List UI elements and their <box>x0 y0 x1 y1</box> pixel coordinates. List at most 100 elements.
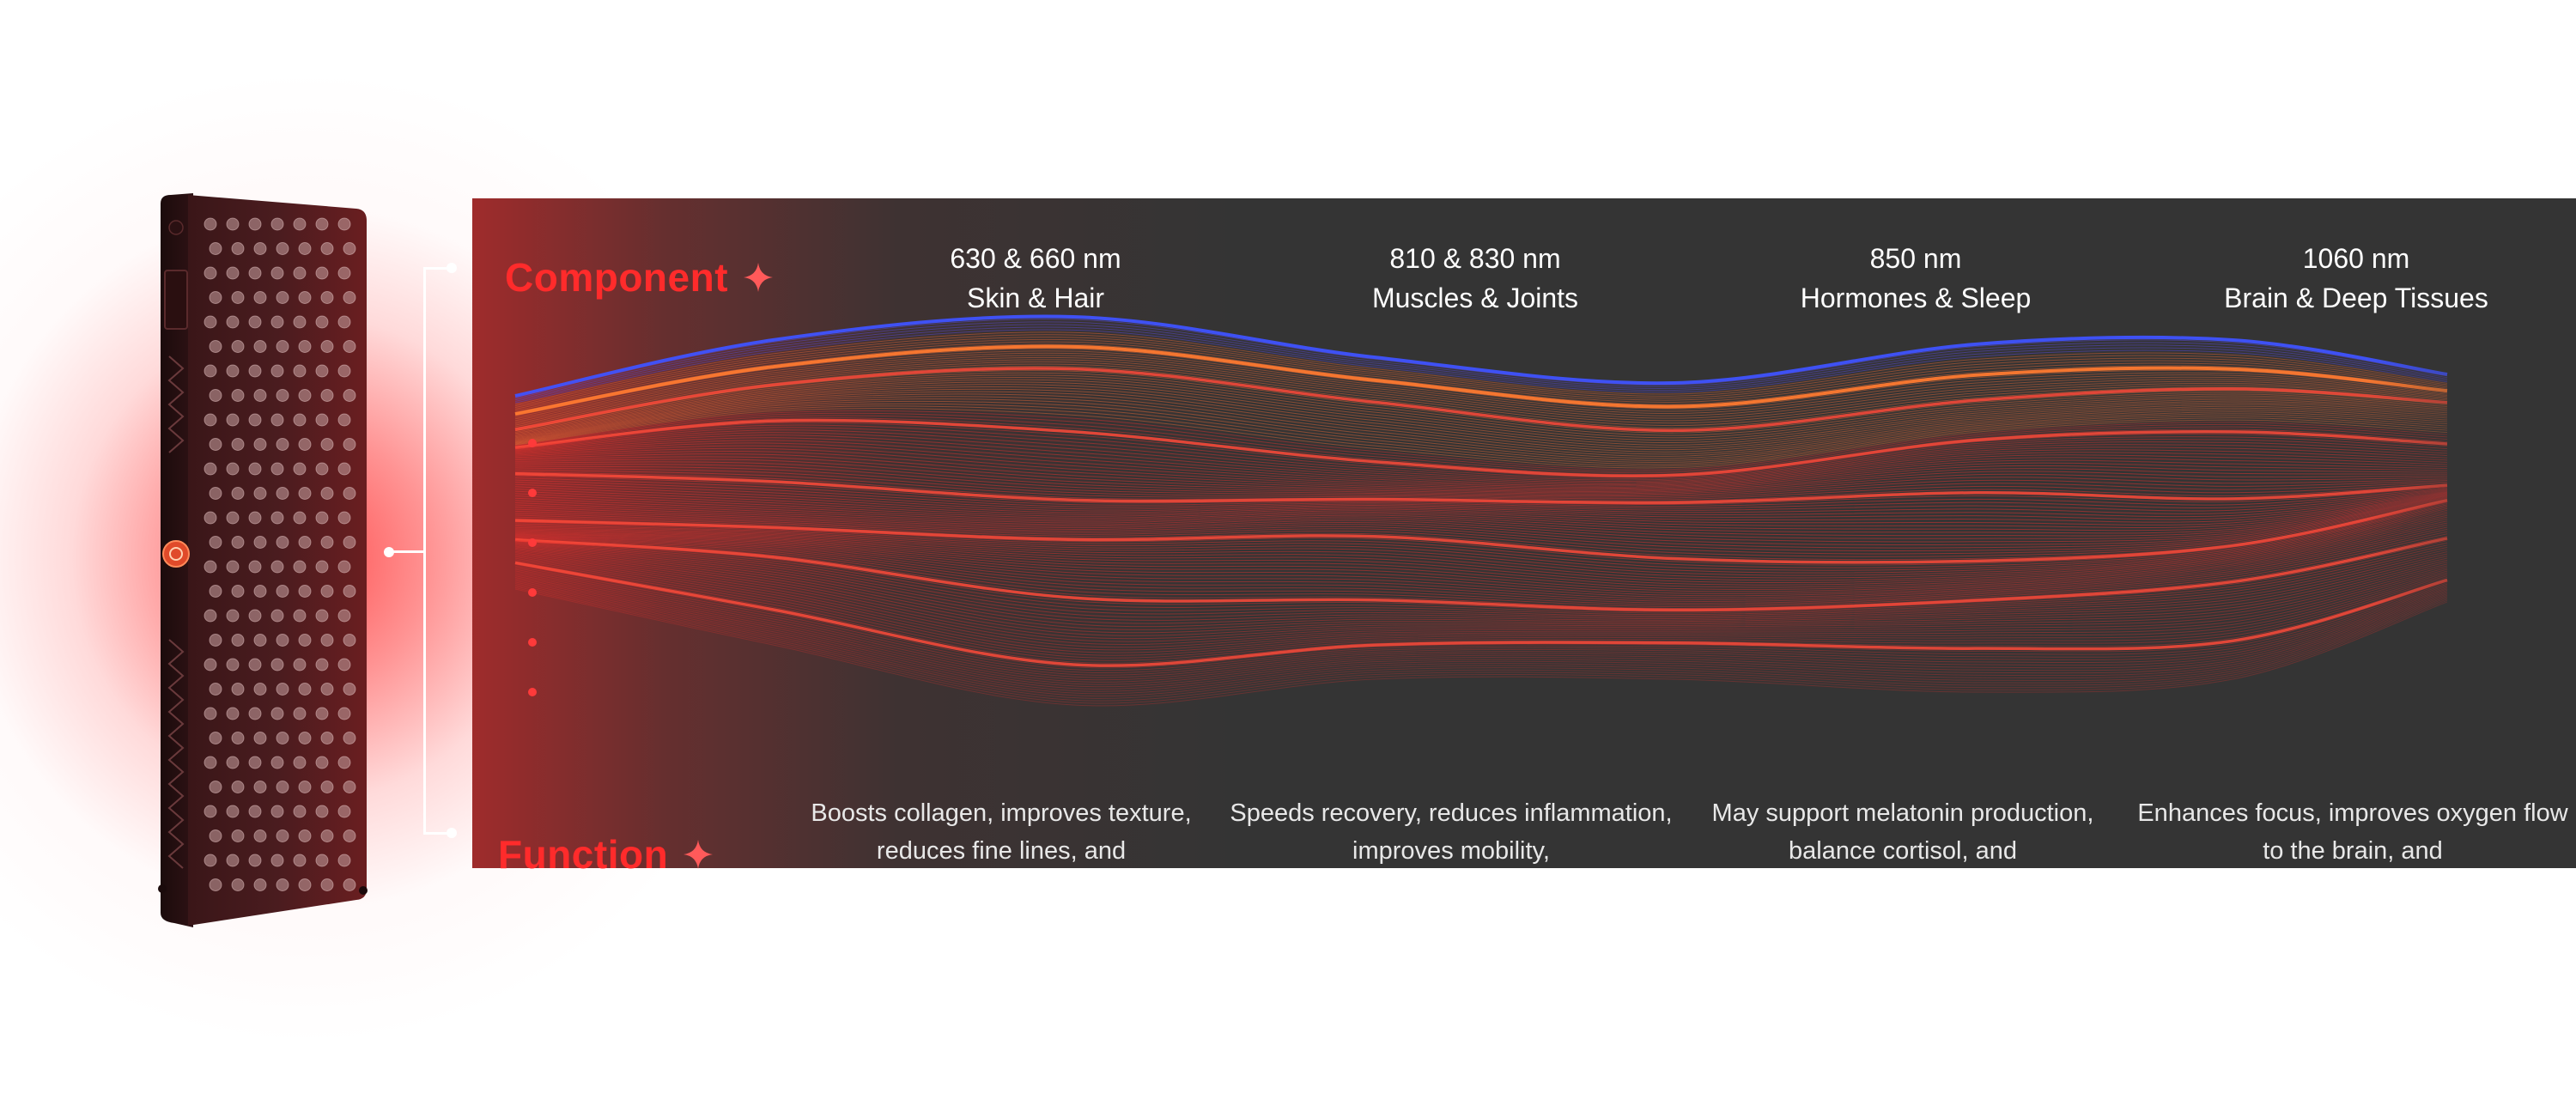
led-light <box>231 340 245 353</box>
led-light <box>276 781 289 793</box>
wave-line <box>514 514 2448 590</box>
wave-line <box>514 550 2448 642</box>
wave-line <box>514 456 2448 494</box>
led-light <box>226 315 240 329</box>
led-light <box>293 413 307 427</box>
led-light <box>226 462 240 476</box>
column-header-muscles-joints: 810 & 830 nm Muscles & Joints <box>1235 239 1716 318</box>
side-pattern <box>167 355 185 869</box>
led-light <box>315 413 329 427</box>
led-light <box>315 658 329 671</box>
led-light <box>253 683 267 696</box>
led-light <box>320 340 334 353</box>
wave-origin-dot <box>528 439 537 447</box>
led-light <box>276 634 289 647</box>
wave-line <box>514 405 2448 467</box>
led-light <box>320 389 334 402</box>
led-light <box>248 756 262 769</box>
led-light <box>276 340 289 353</box>
wave-line <box>514 518 2448 594</box>
led-light <box>337 805 351 818</box>
led-light <box>204 217 217 231</box>
led-light <box>253 634 267 647</box>
led-light <box>204 462 217 476</box>
wave-line <box>514 464 2448 497</box>
led-light <box>276 291 289 304</box>
wave-line <box>514 384 2448 448</box>
led-light <box>231 438 245 451</box>
bracket-middle-arm <box>388 550 424 553</box>
wave-line <box>514 488 2448 520</box>
wave-line <box>514 540 2448 614</box>
wave-line <box>514 583 2448 697</box>
wave-line <box>514 550 2448 645</box>
wave-line <box>514 331 2448 405</box>
led-light <box>337 560 351 574</box>
description-hormones-sleep: May support melatonin production, balanc… <box>1711 799 2094 865</box>
led-light <box>204 413 217 427</box>
led-light <box>337 266 351 280</box>
wave-line <box>514 555 2448 653</box>
wave-origin-dot <box>528 688 537 696</box>
led-light <box>204 658 217 671</box>
led-light <box>253 487 267 500</box>
wave-line <box>514 504 2448 574</box>
function-label: Function <box>498 831 714 878</box>
led-light <box>343 291 356 304</box>
led-light <box>276 242 289 255</box>
led-light <box>320 829 334 842</box>
led-light <box>293 560 307 574</box>
wave-line <box>514 475 2448 506</box>
wave-line <box>514 495 2448 546</box>
wave-line <box>514 422 2448 478</box>
wave-line <box>514 338 2448 410</box>
led-light <box>248 217 262 231</box>
led-light <box>298 878 312 891</box>
wave-line <box>514 337 2448 409</box>
led-light <box>343 389 356 402</box>
led-light <box>276 536 289 549</box>
wave-line <box>514 377 2448 441</box>
led-light <box>226 609 240 623</box>
wave-line <box>514 559 2448 661</box>
wavelength-label: 810 & 830 nm <box>1389 243 1561 274</box>
wave-line <box>514 544 2448 628</box>
wavelength-label: 630 & 660 nm <box>950 243 1121 274</box>
bracket-line <box>423 268 426 835</box>
wave-line <box>514 418 2448 477</box>
wave-line <box>514 461 2448 495</box>
led-light <box>204 707 217 720</box>
led-light <box>209 242 222 255</box>
led-light <box>248 609 262 623</box>
led-light <box>298 585 312 598</box>
led-light <box>337 364 351 378</box>
wave-line <box>514 586 2448 704</box>
wave-line <box>514 482 2448 512</box>
wave-line <box>514 494 2448 537</box>
led-light <box>226 560 240 574</box>
wave-line <box>514 393 2448 457</box>
wave-line <box>514 493 2448 534</box>
led-light <box>248 413 262 427</box>
led-light <box>320 291 334 304</box>
led-light <box>343 242 356 255</box>
wave-line <box>514 543 2448 621</box>
wave-line <box>514 343 2448 413</box>
wave-line <box>514 497 2448 555</box>
led-light <box>253 389 267 402</box>
led-light <box>315 560 329 574</box>
wave-line <box>514 568 2448 676</box>
wave-line <box>514 546 2448 634</box>
column-header-skin-hair: 630 & 660 nm Skin & Hair <box>795 239 1276 318</box>
description-brain-deep-tissues: Enhances focus, improves oxygen flow to … <box>2137 799 2568 865</box>
led-light <box>293 609 307 623</box>
wave-line <box>514 490 2448 523</box>
led-light <box>209 487 222 500</box>
area-label: Skin & Hair <box>966 283 1105 313</box>
led-light <box>209 340 222 353</box>
led-light <box>204 756 217 769</box>
led-light <box>270 707 284 720</box>
led-light <box>270 315 284 329</box>
led-light <box>276 829 289 842</box>
led-light <box>226 658 240 671</box>
